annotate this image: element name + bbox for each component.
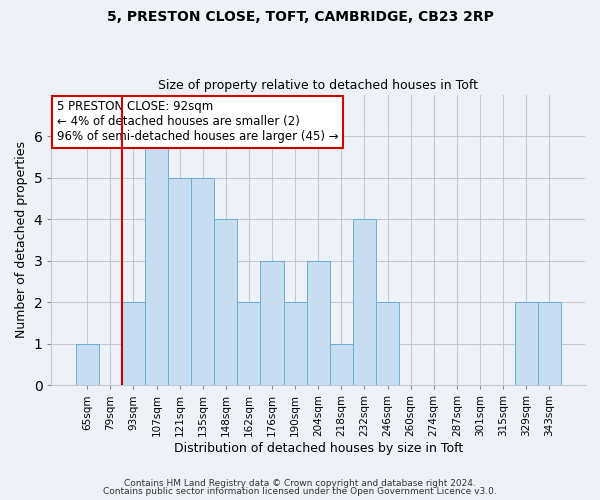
Bar xyxy=(330,344,353,386)
Bar xyxy=(307,260,330,386)
Text: 5 PRESTON CLOSE: 92sqm
← 4% of detached houses are smaller (2)
96% of semi-detac: 5 PRESTON CLOSE: 92sqm ← 4% of detached … xyxy=(57,100,338,144)
X-axis label: Distribution of detached houses by size in Toft: Distribution of detached houses by size … xyxy=(173,442,463,455)
Bar xyxy=(122,302,145,386)
Bar xyxy=(260,260,284,386)
Bar xyxy=(284,302,307,386)
Title: Size of property relative to detached houses in Toft: Size of property relative to detached ho… xyxy=(158,79,478,92)
Text: 5, PRESTON CLOSE, TOFT, CAMBRIDGE, CB23 2RP: 5, PRESTON CLOSE, TOFT, CAMBRIDGE, CB23 … xyxy=(107,10,493,24)
Text: Contains HM Land Registry data © Crown copyright and database right 2024.: Contains HM Land Registry data © Crown c… xyxy=(124,478,476,488)
Bar xyxy=(191,178,214,386)
Bar xyxy=(238,302,260,386)
Bar xyxy=(145,136,168,386)
Bar xyxy=(214,219,238,386)
Bar xyxy=(538,302,561,386)
Bar xyxy=(168,178,191,386)
Bar xyxy=(76,344,99,386)
Bar xyxy=(353,219,376,386)
Bar xyxy=(376,302,399,386)
Y-axis label: Number of detached properties: Number of detached properties xyxy=(15,142,28,338)
Text: Contains public sector information licensed under the Open Government Licence v3: Contains public sector information licen… xyxy=(103,487,497,496)
Bar xyxy=(515,302,538,386)
